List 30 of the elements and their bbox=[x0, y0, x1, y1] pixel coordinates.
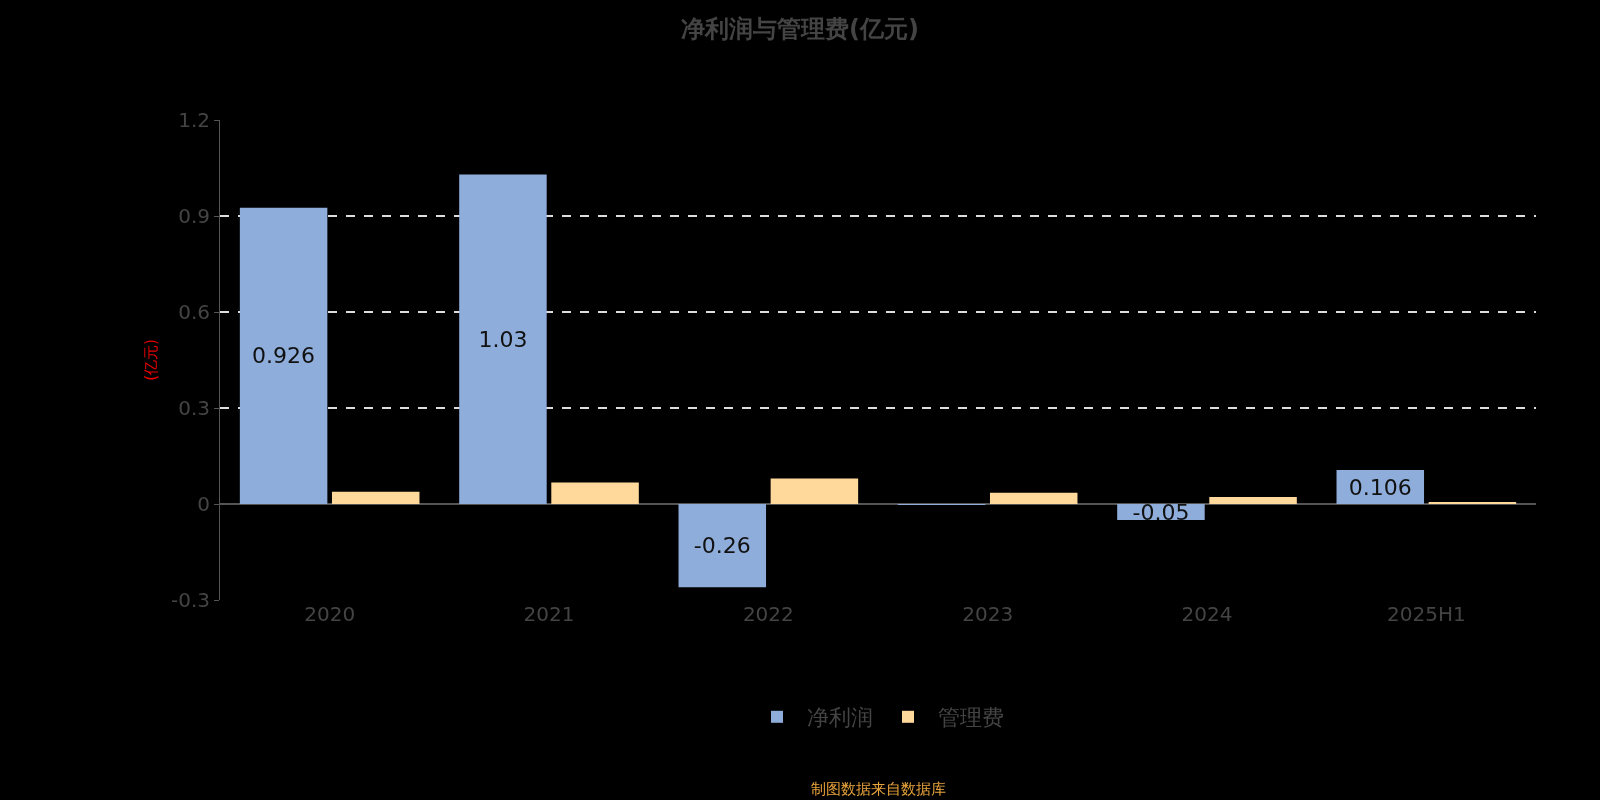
data-label: -0.26 bbox=[693, 533, 751, 559]
bar bbox=[331, 491, 420, 504]
bar bbox=[989, 492, 1078, 504]
data-label: 1.03 bbox=[478, 326, 528, 352]
legend-label: 管理费 bbox=[938, 705, 1004, 731]
legend-label: 净利润 bbox=[807, 705, 873, 731]
x-tick-label: 2024 bbox=[1181, 602, 1233, 626]
y-axis-title: (亿元) bbox=[142, 339, 161, 381]
y-tick-label: -0.3 bbox=[170, 588, 210, 612]
data-label: -0.05 bbox=[1132, 499, 1190, 525]
x-tick-label: 2021 bbox=[523, 602, 575, 626]
bar bbox=[770, 478, 859, 504]
chart-title: 净利润与管理费(亿元) bbox=[681, 14, 919, 43]
y-tick-label: 1.2 bbox=[178, 108, 210, 132]
bar bbox=[678, 504, 767, 588]
x-tick-label: 2023 bbox=[962, 602, 1014, 626]
text: 制图数据来自数据库 bbox=[811, 780, 946, 798]
bar bbox=[459, 174, 547, 504]
x-tick-label: 2020 bbox=[304, 602, 356, 626]
y-tick-label: 0 bbox=[197, 492, 210, 516]
bar bbox=[1209, 496, 1297, 504]
bar bbox=[239, 207, 328, 504]
y-tick-label: 0.9 bbox=[178, 204, 210, 228]
bar bbox=[551, 482, 639, 504]
x-tick-label: 2025H1 bbox=[1386, 602, 1466, 626]
data-label: 0.106 bbox=[1348, 474, 1412, 500]
y-tick-label: 0.3 bbox=[178, 396, 210, 420]
x-tick-label: 2022 bbox=[742, 602, 794, 626]
data-label: 0.926 bbox=[252, 343, 316, 369]
y-tick-label: 0.6 bbox=[178, 300, 210, 324]
